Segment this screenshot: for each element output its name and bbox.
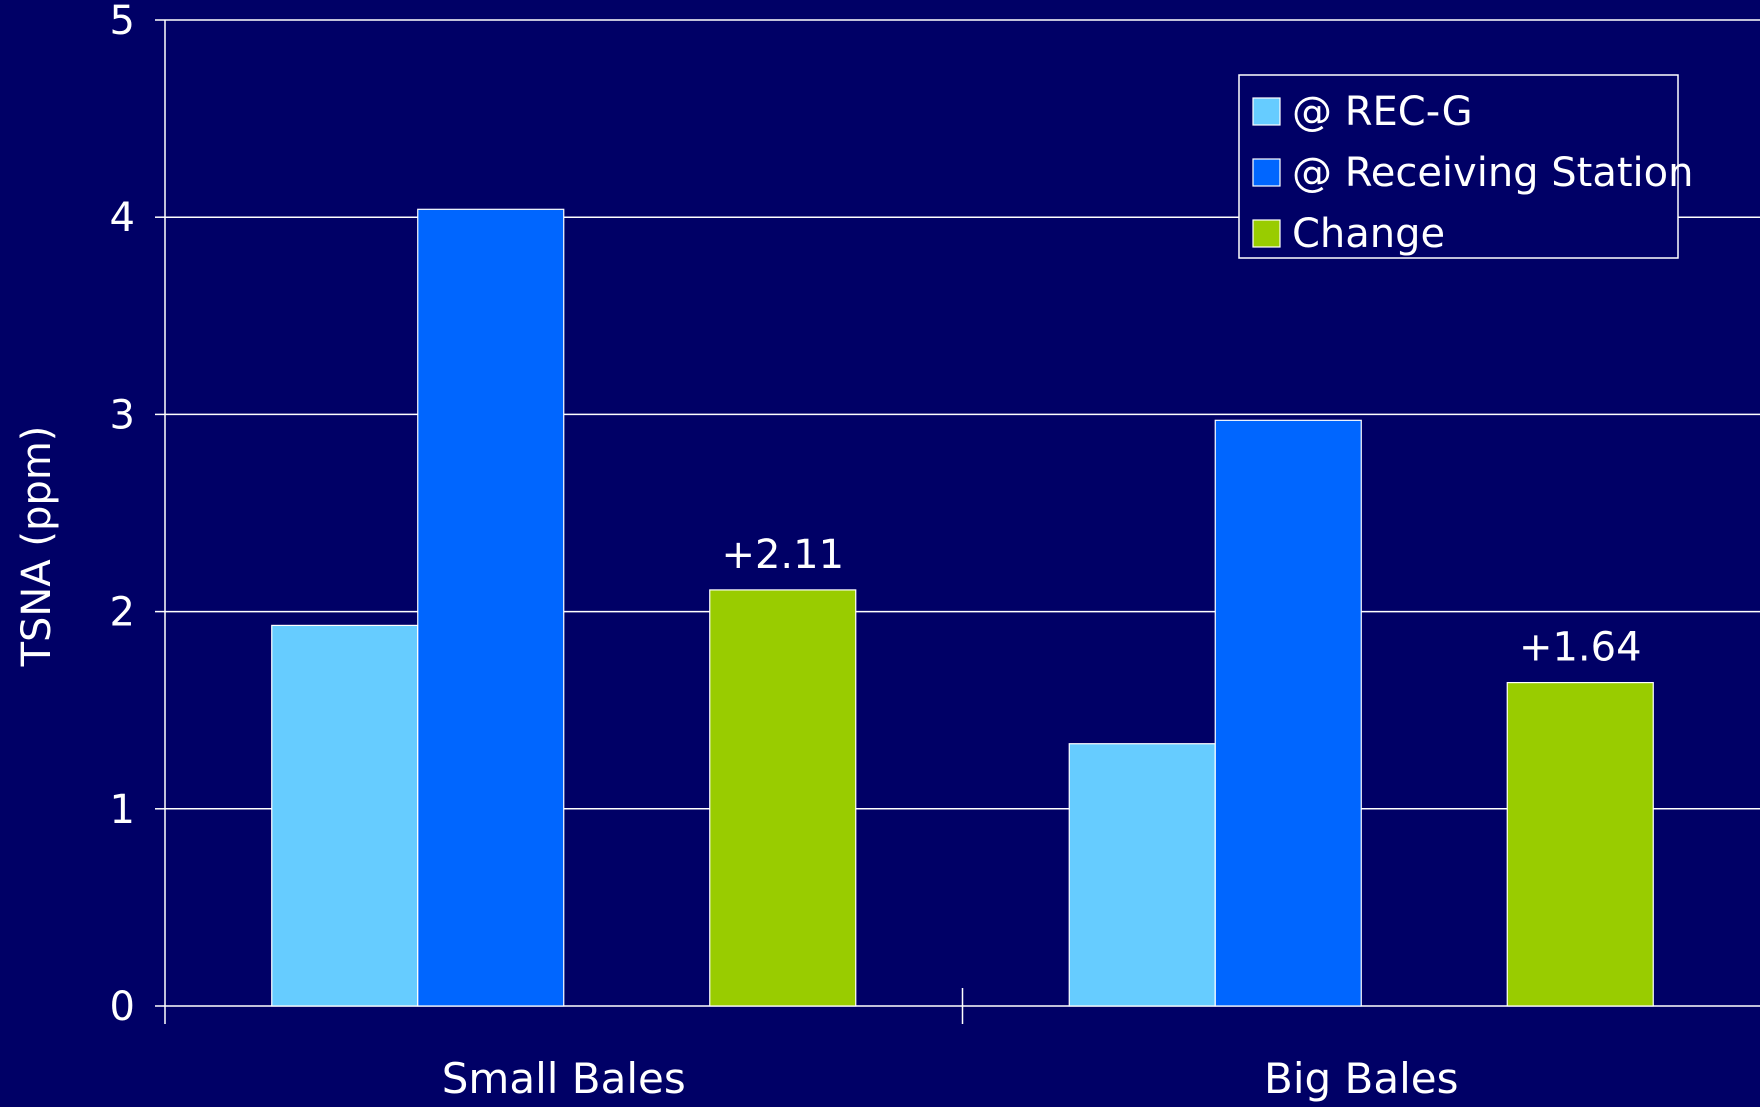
y-tick-label: 2 bbox=[110, 590, 135, 636]
bar-change-big-bales bbox=[1506, 681, 1654, 1007]
y-tick-label: 1 bbox=[110, 787, 135, 833]
legend-swatch bbox=[1252, 219, 1281, 248]
legend-swatch bbox=[1252, 97, 1281, 126]
bar-rec-g-big-bales bbox=[1068, 743, 1216, 1007]
y-tick-label: 3 bbox=[110, 392, 135, 438]
legend-label: @ REC-G bbox=[1292, 89, 1473, 135]
data-label: +1.64 bbox=[1519, 625, 1642, 671]
legend-box bbox=[1238, 74, 1679, 259]
bar-receiving-station-small-bales bbox=[417, 208, 565, 1007]
bar-rec-g-small-bales bbox=[271, 624, 419, 1007]
labels: +2.11 Small Bales +1.64 Big Bales bbox=[442, 532, 1642, 1103]
legend: @ REC-G @ Receiving Station Change bbox=[1238, 74, 1693, 259]
y-tick-label: 5 bbox=[110, 0, 135, 44]
bars bbox=[271, 208, 1654, 1007]
y-axis-title: TSNA (ppm) bbox=[14, 426, 60, 668]
x-category-label: Big Bales bbox=[1264, 1054, 1458, 1103]
x-category-label: Small Bales bbox=[442, 1054, 686, 1103]
y-tick-label: 0 bbox=[110, 984, 135, 1030]
y-tick-label: 4 bbox=[110, 195, 135, 241]
data-label: +2.11 bbox=[721, 532, 844, 578]
legend-label: Change bbox=[1292, 211, 1445, 257]
legend-swatch bbox=[1252, 158, 1281, 187]
bar-change-small-bales bbox=[709, 589, 857, 1007]
bar-receiving-station-big-bales bbox=[1214, 419, 1362, 1007]
legend-label: @ Receiving Station bbox=[1292, 150, 1693, 196]
